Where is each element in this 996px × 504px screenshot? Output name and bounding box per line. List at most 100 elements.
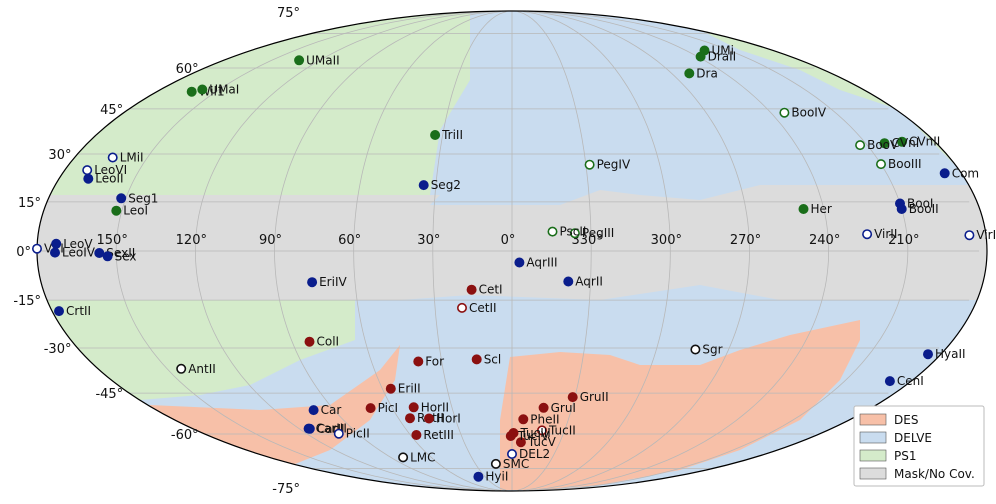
point-leoii	[83, 173, 94, 184]
label-picii: PicII	[346, 427, 370, 441]
label-umai: UMaI	[209, 83, 239, 97]
label-horii: HorII	[421, 400, 449, 414]
label-grui: GruI	[551, 401, 576, 415]
label-pegiii: PegIII	[582, 226, 614, 240]
label-aqriii: AqrIII	[526, 256, 557, 270]
x-tick-label: 330°	[572, 233, 603, 248]
point-del2	[506, 448, 517, 459]
label-leoi: LeoI	[123, 204, 148, 218]
y-tick-label: 45°	[100, 103, 123, 118]
point-lmc	[398, 452, 409, 463]
label-booi: BooI	[907, 197, 933, 211]
legend-label: PS1	[894, 449, 917, 463]
x-tick-label: 0°	[501, 233, 516, 248]
meridian-line	[195, 11, 490, 491]
point-lmii	[107, 152, 118, 163]
point-umai	[197, 84, 208, 95]
point-eriiv	[307, 277, 318, 288]
label-ceni: CenI	[897, 374, 924, 388]
point-coli	[304, 336, 315, 347]
legend-label: Mask/No Cov.	[894, 467, 975, 481]
label-leoiv: LeoIV	[62, 246, 96, 260]
point-smc	[490, 458, 501, 469]
label-umi: UMi	[712, 44, 734, 58]
meridian-line	[528, 11, 750, 491]
label-hyii: HyiI	[485, 470, 508, 484]
point-hyaii	[922, 349, 933, 360]
label-sgr: Sgr	[702, 343, 722, 357]
graticule	[37, 11, 980, 491]
label-lmc: LMC	[410, 450, 435, 464]
meridian-line	[534, 11, 829, 491]
point-ceni	[884, 376, 895, 387]
meridian-line	[115, 11, 484, 491]
label-draii: DraII	[708, 50, 737, 64]
point-tucv	[515, 437, 526, 448]
point-wili	[186, 86, 197, 97]
label-boov: BooV	[867, 138, 899, 152]
point-scl	[471, 354, 482, 365]
point-hori	[423, 413, 434, 424]
label-seg1: Seg1	[128, 191, 158, 205]
label-eriii: EriII	[398, 382, 421, 396]
y-tick-label: -75°	[272, 482, 300, 497]
label-triii: TriII	[441, 128, 463, 142]
y-tick-label: -15°	[13, 294, 41, 309]
meridian-line	[432, 11, 507, 491]
label-booii: BooII	[909, 202, 939, 216]
x-tick-label: 60°	[338, 233, 361, 248]
point-gruii	[567, 392, 578, 403]
point-her	[798, 204, 809, 215]
point-dra	[684, 68, 695, 79]
y-tick-label: 30°	[48, 148, 71, 163]
point-hyii	[473, 471, 484, 482]
label-booiv: BooIV	[791, 106, 826, 120]
label-her: Her	[811, 202, 832, 216]
point-grui	[538, 402, 549, 413]
x-tick-label: 210°	[888, 233, 919, 248]
point-eriii	[385, 383, 396, 394]
point-triii	[430, 130, 441, 141]
point-retiii	[411, 429, 422, 440]
meridian-line	[274, 11, 496, 491]
label-pici: PicI	[378, 401, 398, 415]
point-tucii	[536, 425, 547, 436]
y-tick-label: 60°	[176, 62, 199, 77]
label-sexii: SexII	[106, 246, 135, 260]
x-tick-label: 300°	[651, 233, 682, 248]
point-booiii	[875, 159, 886, 170]
des-region-main	[500, 320, 860, 490]
label-com: Com	[952, 166, 979, 180]
satellite-points: CVnIICVnIBooIIIBooVBooIBooIIComLeoVILeoI…	[31, 44, 996, 484]
point-leov	[51, 238, 62, 249]
label-scl: Scl	[484, 352, 502, 366]
point-umaii	[294, 55, 305, 66]
label-pscii: PscII	[560, 225, 587, 239]
legend-swatch	[859, 413, 887, 426]
label-hyaii: HyaII	[935, 347, 966, 361]
label-viriii: VirIII	[976, 228, 996, 242]
label-booiii: BooIII	[888, 157, 922, 171]
y-tick-label: 75°	[277, 6, 300, 21]
point-sgr	[690, 344, 701, 355]
y-tick-label: -45°	[95, 387, 123, 402]
label-seg2: Seg2	[431, 178, 461, 192]
point-antii	[176, 363, 187, 374]
label-pegiv: PegIV	[597, 158, 631, 172]
point-booii	[896, 204, 907, 215]
label-leov: LeoV	[63, 237, 93, 251]
x-tick-label: 90°	[259, 233, 282, 248]
point-pscii	[547, 226, 558, 237]
y-tick-label: -60°	[171, 428, 199, 443]
label-aqrii: AqrII	[575, 275, 603, 289]
label-tucv: TucV	[527, 435, 557, 449]
x-tick-label: 240°	[809, 233, 840, 248]
meridian-line	[523, 11, 671, 491]
y-tick-label: -30°	[44, 342, 72, 357]
point-pici	[365, 403, 376, 414]
label-cvnii: CVnII	[909, 135, 940, 149]
point-for	[413, 356, 424, 367]
tick-labels: 150° 120° 90° 60° 30° 0° 330° 300° 270° 240° 210° 7…	[13, 6, 919, 497]
label-antii: AntII	[188, 362, 216, 376]
